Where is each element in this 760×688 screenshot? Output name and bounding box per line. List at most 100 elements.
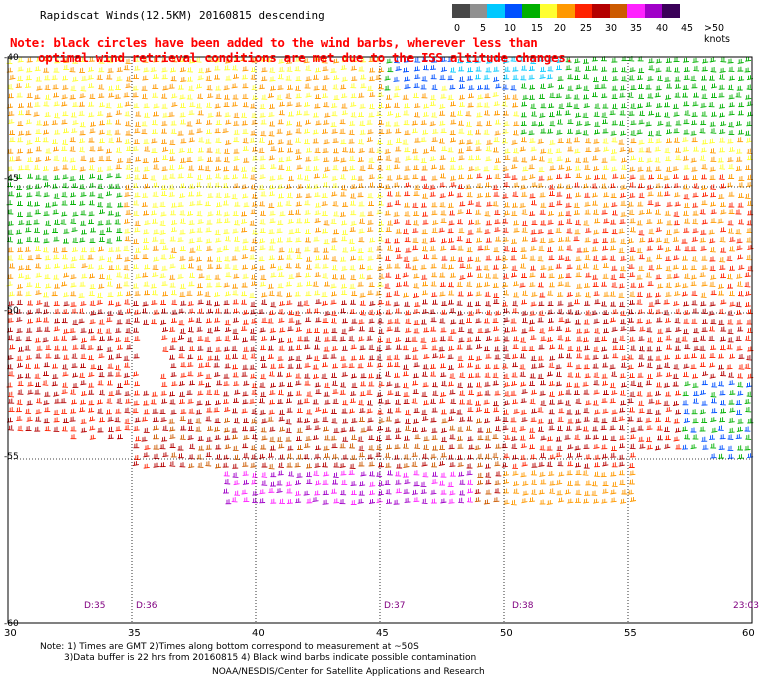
wind-barb — [719, 164, 726, 170]
wind-barb — [404, 354, 411, 360]
wind-barb — [143, 409, 150, 415]
wind-barb — [7, 93, 14, 99]
wind-barb — [449, 84, 456, 90]
wind-barb — [609, 425, 616, 431]
wind-barb — [285, 292, 293, 298]
wind-barb — [609, 317, 616, 323]
wind-barb — [585, 147, 592, 153]
wind-barb — [188, 380, 195, 386]
wind-barb — [512, 308, 519, 314]
wind-barb — [567, 372, 574, 378]
wind-barb — [431, 254, 438, 260]
wind-barb — [169, 461, 176, 467]
wind-barb — [594, 336, 601, 342]
wind-barb — [565, 327, 572, 333]
wind-barb — [485, 479, 492, 485]
wind-barb — [512, 130, 519, 136]
wind-barb — [593, 444, 600, 450]
wind-barb — [737, 66, 744, 72]
wind-barb — [486, 139, 493, 145]
wind-barb — [582, 58, 589, 64]
wind-barb — [286, 462, 293, 468]
wind-barb — [512, 94, 519, 100]
wind-barb — [61, 345, 68, 351]
wind-barb — [260, 427, 267, 433]
wind-barb — [520, 121, 527, 126]
wind-barb — [89, 128, 96, 134]
wind-barb — [583, 85, 590, 91]
wind-barb — [87, 328, 94, 334]
wind-barb — [78, 101, 85, 107]
wind-barb — [493, 110, 500, 116]
wind-barb — [295, 128, 302, 134]
wind-barb — [242, 128, 249, 134]
wind-barb — [369, 237, 376, 243]
wind-barb — [16, 238, 23, 244]
wind-barb — [250, 462, 257, 468]
wind-barb — [186, 76, 193, 82]
wind-barb — [619, 174, 626, 180]
wind-barb — [42, 371, 49, 377]
wind-barb — [549, 92, 556, 99]
wind-barb — [206, 245, 213, 251]
wind-barb — [134, 128, 141, 134]
wind-barb — [285, 93, 292, 99]
wind-barb — [710, 156, 717, 162]
wind-barb — [727, 453, 734, 459]
wind-barb — [466, 192, 473, 198]
wind-barb — [223, 399, 230, 404]
wind-barb — [690, 265, 697, 271]
wind-barb — [179, 193, 186, 199]
wind-barb — [610, 445, 617, 451]
wind-barb — [699, 390, 706, 395]
wind-barb — [151, 300, 158, 305]
wind-barb — [88, 400, 95, 406]
wind-barb — [324, 166, 331, 172]
wind-barb — [89, 157, 96, 163]
wind-barb — [583, 463, 590, 469]
wind-barb — [529, 272, 536, 278]
wind-barb — [690, 281, 697, 287]
wind-barb — [476, 112, 483, 118]
wind-barb — [231, 83, 238, 89]
wind-barb — [466, 470, 473, 476]
wind-barb — [664, 76, 671, 82]
wind-barb — [458, 497, 465, 504]
wind-barb — [430, 146, 436, 152]
wind-barb — [26, 211, 33, 217]
wind-barb — [601, 209, 608, 215]
wind-barb — [180, 409, 187, 414]
wind-barb — [153, 453, 160, 460]
wind-barb — [97, 264, 104, 270]
wind-barb — [63, 58, 70, 64]
wind-barb — [738, 264, 745, 270]
wind-barb — [234, 389, 241, 395]
wind-barb — [34, 337, 41, 343]
wind-barb — [143, 112, 150, 118]
wind-barb — [431, 337, 438, 343]
wind-barb — [267, 345, 274, 351]
wind-barb — [350, 246, 357, 252]
wind-barb — [169, 326, 176, 332]
wind-barb — [367, 454, 374, 460]
wind-barb — [108, 137, 115, 144]
wind-barb — [557, 245, 564, 251]
wind-barb — [709, 201, 717, 207]
wind-barb — [475, 66, 482, 72]
wind-barb — [314, 425, 321, 431]
wind-barb — [54, 398, 61, 404]
wind-barb — [630, 85, 637, 90]
wind-barb — [593, 111, 600, 118]
wind-barb — [285, 166, 292, 171]
wind-barb — [521, 254, 528, 260]
wind-barb — [215, 156, 222, 162]
wind-barb — [205, 67, 212, 73]
wind-barb — [611, 371, 618, 377]
wind-barb — [404, 479, 411, 485]
wind-barb — [458, 76, 465, 82]
wind-barb — [422, 254, 429, 260]
wind-barb — [188, 58, 195, 64]
wind-barb — [681, 426, 688, 432]
wind-barb — [123, 355, 130, 361]
wind-barb — [718, 84, 725, 90]
